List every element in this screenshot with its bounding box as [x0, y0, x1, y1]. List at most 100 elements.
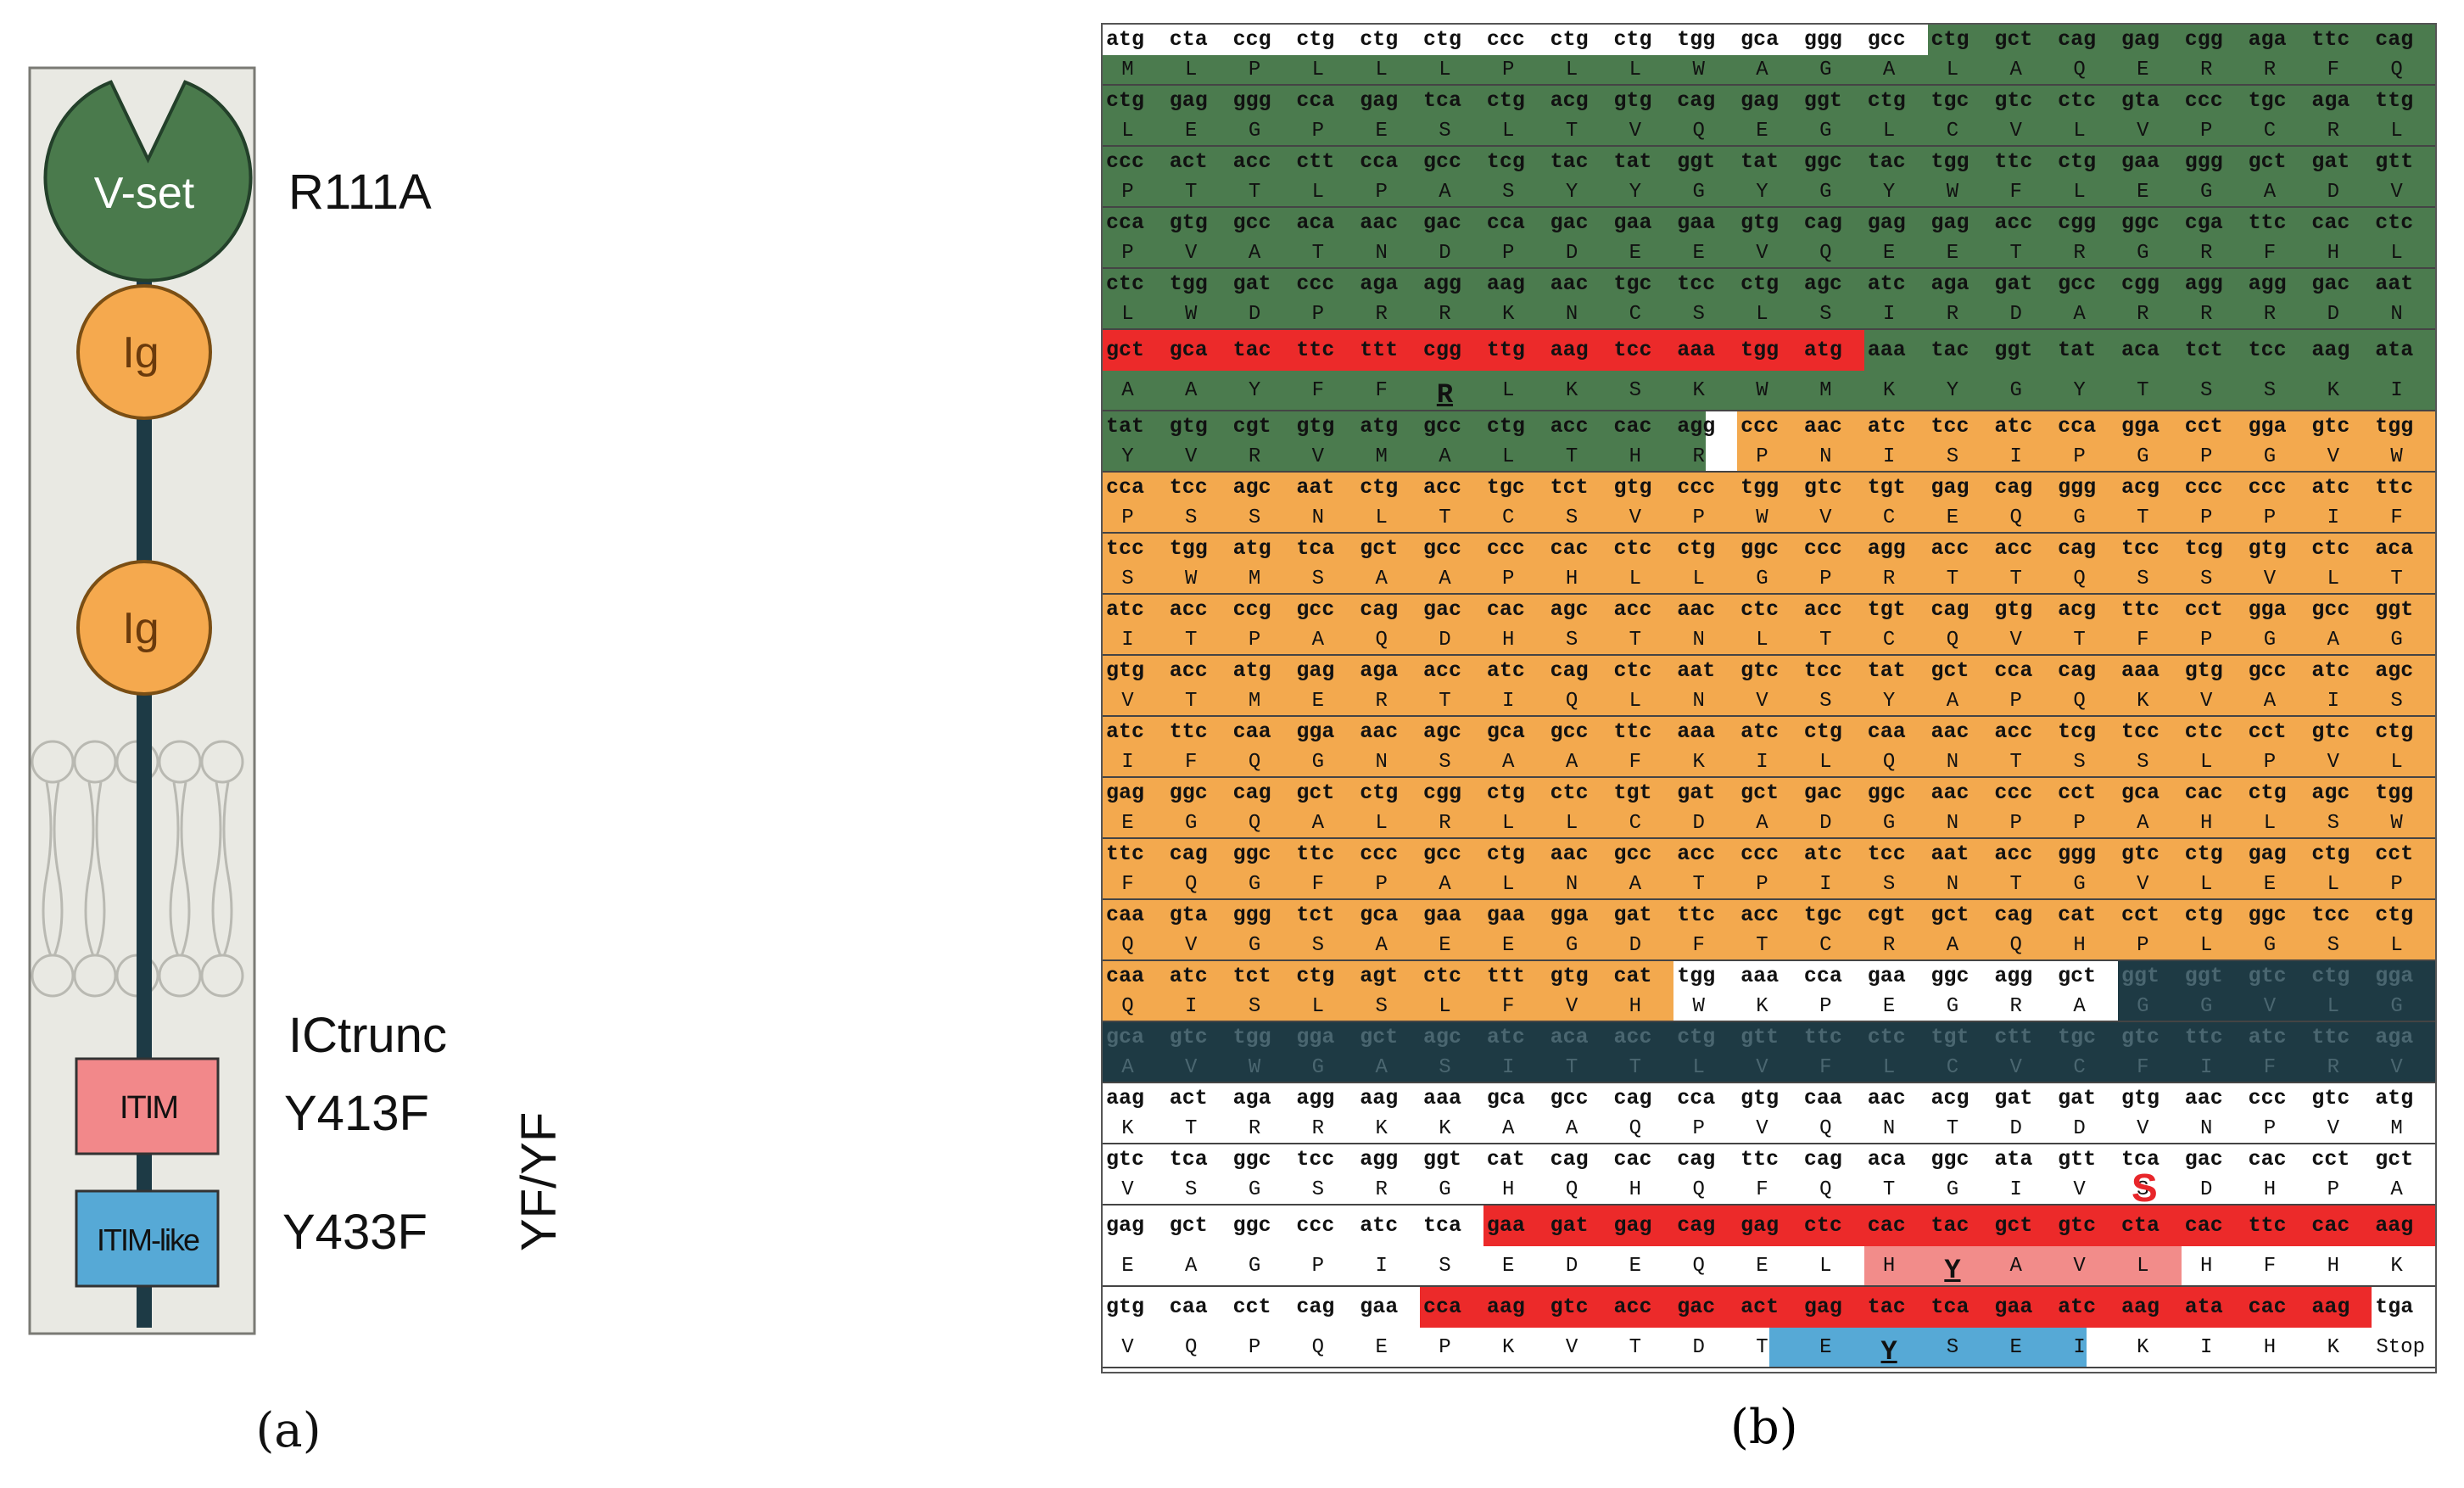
row-separator: [1103, 654, 2435, 656]
amino-acid: G: [1946, 995, 1959, 1018]
codon: ttc: [2311, 1025, 2350, 1049]
codon: gcc: [1550, 1086, 1589, 1110]
amino-acid: M: [1121, 59, 1134, 81]
amino-acid: V: [1185, 242, 1198, 265]
codon: atg: [1106, 27, 1145, 52]
amino-acid: K: [2327, 379, 2339, 402]
codon: tcc: [2311, 903, 2350, 927]
codon: ccg: [1232, 597, 1271, 622]
row-separator: [1103, 84, 2435, 86]
row-highlight: [1103, 1022, 2435, 1083]
ig-label-2: Ig: [122, 604, 159, 653]
codon: cac: [2184, 780, 2223, 805]
amino-acid: F: [1502, 995, 1515, 1018]
codon: acc: [1169, 597, 1208, 622]
amino-acid: S: [2263, 379, 2277, 402]
amino-acid: A: [1121, 1056, 1134, 1079]
codon: atg: [1360, 414, 1399, 439]
amino-acid: T: [1946, 568, 1959, 590]
codon: ggg: [2184, 149, 2223, 174]
amino-acid: F: [2137, 629, 2149, 652]
amino-acid: L: [1185, 59, 1198, 81]
amino-acid: V: [2009, 120, 2022, 143]
amino-acid: P: [2073, 445, 2086, 468]
codon: aac: [1550, 842, 1589, 866]
amino-acid: S: [2137, 568, 2149, 590]
amino-acid: R: [2199, 59, 2213, 81]
r111-residue: R: [1436, 379, 1454, 411]
amino-acid: T: [2390, 568, 2403, 590]
codon: ctg: [1486, 780, 1525, 805]
amino-acid: R: [2327, 1056, 2339, 1079]
codon: gag: [1360, 88, 1399, 113]
codon: cat: [1486, 1147, 1525, 1172]
amino-acid: Y: [1882, 181, 1896, 204]
amino-acid: G: [1248, 120, 1261, 143]
amino-acid: S: [1439, 1255, 1451, 1278]
amino-acid: L: [1439, 995, 1451, 1018]
codon: gac: [2311, 271, 2350, 296]
codon: ggt: [2375, 597, 2414, 622]
codon: ctc: [1803, 1213, 1842, 1238]
codon: caa: [1232, 719, 1271, 744]
codon: tcc: [2120, 719, 2159, 744]
amino-acid: M: [1819, 379, 1832, 402]
row-highlight: [1737, 411, 2435, 442]
amino-acid: V: [1311, 445, 1325, 468]
codon: aac: [2184, 1086, 2223, 1110]
amino-acid: G: [1756, 568, 1768, 590]
sequence-row: gtc tca ggc tcc agg ggt cat cag cac cag ttc cag aca g…: [1103, 1144, 2435, 1210]
codon: gca: [2120, 780, 2159, 805]
codon: aac: [1930, 780, 1970, 805]
amino-acid: I: [1375, 1255, 1388, 1278]
codon: gag: [1613, 1213, 1652, 1238]
codon: ggc: [1232, 842, 1271, 866]
amino-acid: K: [2137, 690, 2149, 713]
codon: tgt: [1930, 1025, 1970, 1049]
amino-acid: Q: [1375, 629, 1388, 652]
amino-acid: H: [2263, 1336, 2277, 1359]
row-separator: [1103, 959, 2435, 961]
amino-acid: T: [1185, 690, 1198, 713]
amino-acid: Q: [1946, 629, 1959, 652]
codon: atg: [1803, 338, 1842, 362]
amino-acid: L: [1756, 303, 1768, 326]
amino-acid: H: [2263, 1178, 2277, 1201]
amino-acid: G: [1946, 1178, 1959, 1201]
row-highlight: [1673, 961, 2118, 1022]
codon: agc: [1423, 1025, 1462, 1049]
codon: tca: [1930, 1295, 1970, 1319]
amino-acid: K: [1882, 379, 1896, 402]
codon: gag: [1296, 658, 1335, 683]
codon: ctg: [2184, 842, 2223, 866]
amino-acid: L: [1375, 59, 1388, 81]
codon: agg: [2248, 271, 2287, 296]
codon: aat: [1677, 658, 1716, 683]
codon: atc: [1740, 719, 1780, 744]
codon: gtt: [2058, 1147, 2097, 1172]
amino-acid: H: [1629, 445, 1642, 468]
codon: acc: [1740, 903, 1780, 927]
amino-acid: P: [2199, 506, 2213, 529]
amino-acid: Q: [1311, 1336, 1325, 1359]
amino-acid: Q: [1819, 1178, 1832, 1201]
codon: gtc: [2311, 414, 2350, 439]
amino-acid: D: [1629, 934, 1642, 957]
codon: aag: [2375, 1213, 2414, 1238]
amino-acid: L: [1756, 629, 1768, 652]
codon: ctg: [1930, 27, 1970, 52]
codon: acc: [1613, 1025, 1652, 1049]
amino-acid: A: [1185, 379, 1198, 402]
codon: aaa: [1677, 338, 1716, 362]
codon: agc: [2311, 780, 2350, 805]
amino-acid: T: [1565, 120, 1578, 143]
codon: atc: [1169, 964, 1208, 988]
codon: tcc: [1613, 338, 1652, 362]
codon: tgg: [2375, 780, 2414, 805]
amino-acid: S: [1946, 445, 1959, 468]
amino-acid: D: [1819, 812, 1832, 835]
codon: ata: [1994, 1147, 2033, 1172]
amino-acid: G: [2137, 995, 2149, 1018]
codon: agg: [2184, 271, 2223, 296]
codon: ggc: [1232, 1213, 1271, 1238]
